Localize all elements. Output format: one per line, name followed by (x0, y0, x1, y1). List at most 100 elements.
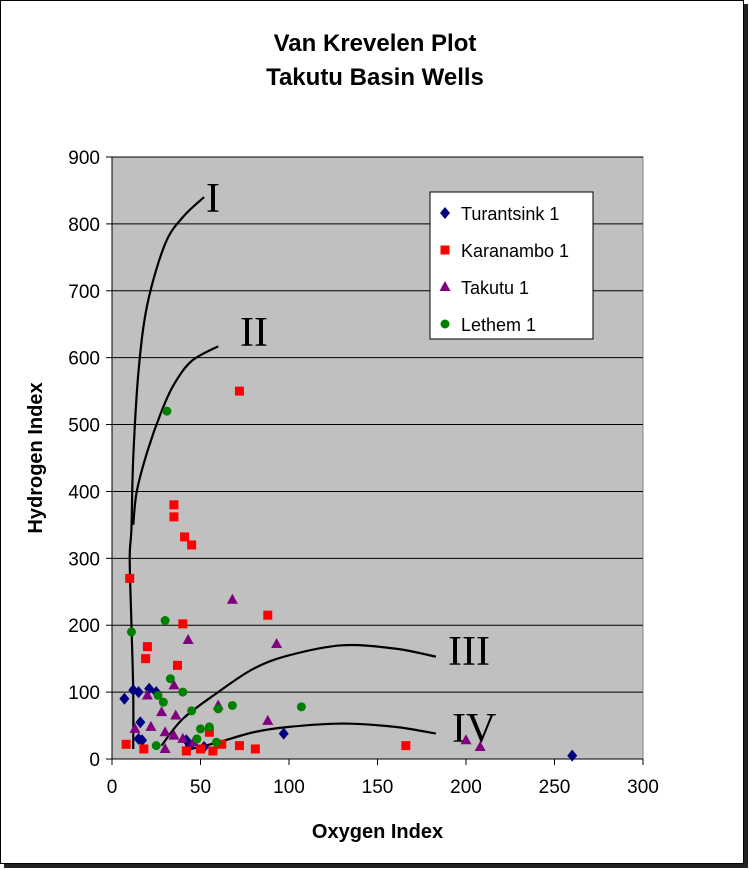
data-point-diamond (278, 727, 289, 740)
y-tick-label: 800 (68, 215, 100, 236)
chart-subtitle: Takutu Basin Wells (266, 64, 484, 91)
y-tick-label: 600 (68, 349, 100, 370)
data-point-square (187, 540, 197, 550)
data-point-circle (160, 616, 170, 626)
data-point-square (139, 744, 149, 754)
data-point-circle (196, 724, 205, 734)
data-point-square (181, 746, 191, 756)
data-point-circle (213, 704, 223, 714)
y-tick-label: 400 (68, 482, 100, 503)
data-point-square (142, 642, 152, 652)
data-point-triangle (141, 689, 153, 700)
data-point-diamond (119, 692, 130, 705)
data-point-diamond (137, 734, 148, 747)
data-point-circle (158, 697, 168, 707)
data-point-circle (227, 700, 237, 710)
legend-entry: Takutu 1 (461, 278, 529, 298)
data-point-square (217, 739, 227, 749)
data-point-circle (126, 627, 136, 637)
legend-entry: Karanambo 1 (461, 241, 569, 261)
x-axis-label: Oxygen Index (312, 821, 443, 843)
data-point-circle (165, 674, 175, 684)
y-tick-label: 200 (68, 616, 100, 637)
data-point-circle (151, 741, 161, 751)
data-point-triangle (168, 679, 180, 690)
data-point-triangle (226, 593, 238, 604)
kerogen-label-III: III (448, 629, 490, 675)
x-tick-label: 100 (273, 777, 305, 798)
data-point-square (180, 532, 190, 542)
legend-entry: Turantsink 1 (461, 204, 559, 224)
data-point-triangle (168, 729, 180, 740)
data-point-triangle (474, 740, 486, 751)
y-tick-label: 100 (68, 683, 100, 704)
data-point-circle (296, 702, 306, 712)
legend-box (429, 191, 594, 340)
x-tick-label: 150 (362, 777, 394, 798)
data-point-square (125, 573, 135, 583)
data-point-triangle (159, 726, 171, 737)
legend-entry: Lethem 1 (461, 315, 536, 335)
x-tick-label: 300 (627, 777, 659, 798)
y-axis-label: Hydrogen Index (25, 382, 47, 533)
data-point-circle (178, 687, 188, 697)
y-tick-label: 500 (68, 416, 100, 437)
kerogen-curve-I (128, 196, 205, 749)
data-point-square (196, 744, 205, 754)
y-tick-label: 700 (68, 282, 100, 303)
data-point-square (172, 660, 182, 670)
data-point-triangle (262, 714, 274, 725)
data-point-triangle (159, 742, 171, 753)
data-point-circle (162, 406, 172, 416)
data-point-square (169, 512, 179, 522)
data-point-triangle (145, 720, 157, 731)
y-tick-label: 900 (68, 148, 100, 169)
kerogen-label-II: II (240, 310, 268, 356)
legend-marker-triangle (439, 281, 451, 291)
data-point-square (169, 500, 179, 510)
data-point-square (141, 654, 151, 664)
data-point-triangle (182, 633, 194, 644)
data-point-circle (211, 737, 221, 747)
data-point-circle (187, 706, 197, 716)
legend-marker-diamond (440, 207, 450, 219)
data-points (119, 386, 578, 762)
data-point-square (234, 386, 244, 396)
data-point-square (121, 739, 131, 749)
data-point-circle (192, 734, 202, 744)
data-point-square (204, 727, 214, 737)
x-tick-label: 250 (539, 777, 571, 798)
y-tick-label: 0 (89, 750, 100, 771)
data-point-triangle (271, 637, 283, 648)
data-point-square (250, 744, 260, 754)
data-point-square (401, 741, 411, 751)
data-point-square (234, 741, 244, 751)
data-point-triangle (129, 722, 141, 733)
legend: Turantsink 1 Karanambo 1 Takutu 1 Lethem 1 (429, 191, 594, 340)
legend-marker-circle (440, 319, 450, 329)
data-point-triangle (460, 734, 472, 745)
x-tick-label: 0 (107, 777, 118, 798)
data-point-triangle (156, 706, 168, 717)
data-point-square (263, 610, 273, 620)
axes: 0 100 200 300 400 500 600 700 800 900 0 50 100 150 200… (68, 148, 659, 798)
data-point-square (208, 746, 218, 756)
kerogen-label-I: I (206, 176, 220, 222)
kerogen-curve-II (132, 345, 219, 526)
data-point-triangle (177, 732, 189, 743)
kerogen-curve-III (160, 643, 437, 747)
data-point-triangle (170, 709, 182, 720)
data-point-circle (153, 690, 163, 700)
data-point-diamond (135, 716, 146, 729)
data-point-diamond (133, 686, 144, 699)
x-tick-label: 50 (190, 777, 211, 798)
data-point-square (178, 619, 188, 629)
x-tick-label: 200 (450, 777, 482, 798)
data-point-circle (204, 722, 214, 732)
legend-marker-square (440, 245, 450, 255)
data-point-diamond (567, 749, 578, 762)
kerogen-label-IV: IV (452, 706, 496, 752)
y-tick-label: 300 (68, 549, 100, 570)
chart-title: Van Krevelen Plot (273, 30, 477, 57)
